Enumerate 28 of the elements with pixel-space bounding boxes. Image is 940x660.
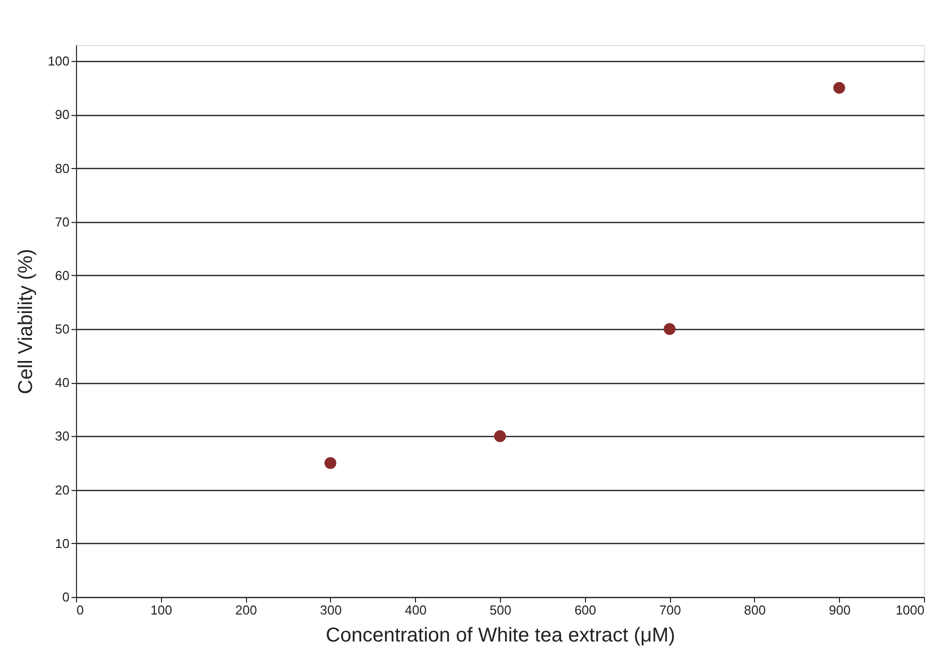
y-axis-title: Cell Viability (%) bbox=[14, 248, 37, 394]
y-tick-label: 60 bbox=[55, 268, 70, 283]
x-tick-label: 300 bbox=[320, 602, 342, 618]
y-tick-label: 30 bbox=[55, 428, 70, 444]
x-tick-label: 100 bbox=[150, 602, 172, 618]
x-tick-label: 1000 bbox=[896, 602, 924, 618]
x-tick-label: 500 bbox=[490, 602, 512, 618]
point bbox=[324, 457, 336, 469]
x-tick-label: 700 bbox=[659, 602, 681, 618]
y-tick-label: 10 bbox=[55, 536, 70, 551]
x-tick-label: 200 bbox=[235, 602, 257, 618]
y-tick-label: 0 bbox=[62, 590, 70, 604]
y-tick-label: 100 bbox=[48, 54, 70, 69]
point bbox=[664, 323, 676, 335]
y-tick-label: 20 bbox=[55, 482, 70, 498]
x-tick-label: 600 bbox=[574, 602, 596, 618]
x-tick-label: 900 bbox=[828, 602, 851, 618]
y-tick-label: 70 bbox=[55, 214, 70, 230]
point bbox=[494, 430, 506, 442]
x-axis-title: Concentration of White tea extract (μM) bbox=[326, 624, 676, 646]
y-tick-label: 40 bbox=[55, 375, 70, 390]
y-tick-label: 50 bbox=[55, 322, 70, 337]
y-tick-label: 90 bbox=[55, 107, 70, 122]
x-tick-label: 400 bbox=[404, 602, 427, 618]
point bbox=[833, 82, 846, 94]
x-tick-label: 0 bbox=[76, 602, 84, 618]
y-tick-label: 80 bbox=[55, 160, 70, 176]
x-tick-label: 800 bbox=[744, 602, 766, 618]
